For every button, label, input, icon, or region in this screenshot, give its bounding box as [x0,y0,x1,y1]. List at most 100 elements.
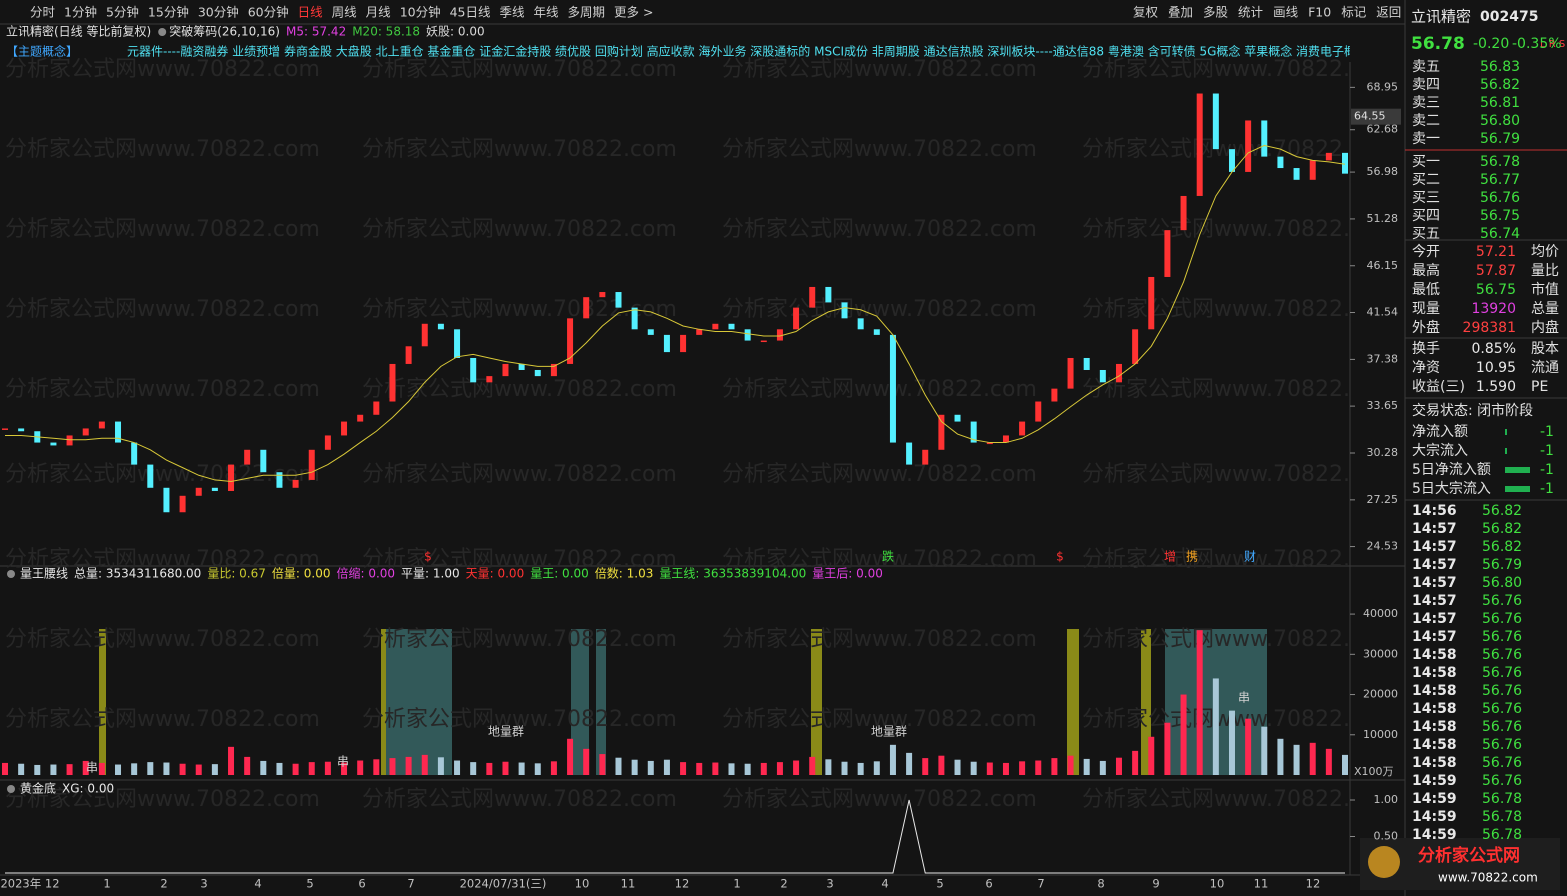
tool-button[interactable]: 统计 [1238,5,1263,20]
flow-bar [1505,486,1530,492]
x-tick-label: 11 [1254,877,1269,891]
period-tab[interactable]: 60分钟 [248,5,289,20]
price-bar [986,442,993,445]
price-bar [1051,388,1058,402]
price-bar [421,323,428,347]
volume-bar [615,757,622,775]
period-tab[interactable]: 年线 [534,5,560,20]
volume-bar [34,764,41,775]
trade-price: 56.79 [1482,557,1522,573]
volume-bar [276,762,283,775]
price-bar [1261,120,1268,157]
trade-time: 14:58 [1412,647,1457,663]
stat-label: 收益(三) [1412,379,1465,395]
x-tick-label: 5 [936,877,943,891]
price-bar [1309,160,1316,180]
trade-price: 56.76 [1482,755,1522,771]
topic-text: 元器件----融资融券 业绩预增 券商金股 大盘股 北上重仓 基金重仓 证金汇金… [127,44,1384,59]
flow-label: 净流入额 [1412,424,1468,440]
watermark: 分析家公式网www.70822.com [5,297,320,322]
corner-flag: L R S [1540,39,1565,50]
period-tab[interactable]: 10分钟 [400,5,441,20]
period-tab[interactable]: 5分钟 [106,5,139,20]
period-tab[interactable]: 周线 [332,5,358,20]
price-bar [906,442,913,465]
watermark: 分析家公式网www.70822.com [5,547,320,572]
price-bar [1164,230,1171,277]
y-tick-label: 46.15 [1367,259,1399,272]
stock-name: 立讯精密 [1411,8,1471,26]
period-tab[interactable]: 季线 [500,5,526,20]
y-tick-label: 62.68 [1367,123,1399,136]
volume-bar [712,762,719,775]
book-label: 卖一 [1412,131,1440,147]
flow-value: -1 [1540,424,1554,440]
price-bar [211,487,218,491]
volume-bar [1342,754,1348,775]
volume-bar [857,762,864,775]
price-bar [760,340,767,343]
stat-label-2: PE [1531,379,1548,395]
period-tab[interactable]: 15分钟 [148,5,189,20]
volume-bar [486,762,493,775]
volume-bar [1115,757,1122,775]
price-bar [179,495,186,513]
volume-bar [163,762,170,775]
y-tick-label: 33.65 [1367,399,1399,412]
period-tab[interactable]: 分时 [30,5,56,20]
x-tick-label: 10 [1210,877,1225,891]
event-tag: 携 [1186,549,1198,564]
period-tab[interactable]: 月线 [366,5,392,20]
tool-button[interactable]: F10 [1308,5,1331,20]
x-tick-label: 5 [306,877,313,891]
header-icon [7,570,15,578]
tool-button[interactable]: 标记 [1341,5,1367,20]
period-tab[interactable]: 45日线 [450,5,491,20]
volume-bar [324,761,331,775]
volume-bar [50,764,57,775]
book-label: 卖三 [1412,95,1440,111]
y-tick-label: 40000 [1363,607,1398,620]
period-tab[interactable]: 30分钟 [198,5,239,20]
y-tick-label: 27.25 [1367,493,1399,506]
tool-button[interactable]: 多股 [1203,5,1229,20]
price-bar [1115,363,1122,383]
price-bar [567,318,574,364]
volume-bar [389,758,396,775]
price-bar [147,464,154,488]
trade-price: 56.76 [1482,593,1522,609]
volume-bar [1067,755,1074,775]
watermark: 分析家公式网www.70822.com [5,377,320,402]
tool-button[interactable]: 画线 [1273,5,1299,20]
period-tab[interactable]: 多周期 [568,5,606,20]
volume-bar [1148,736,1155,775]
stat-label: 外盘 [1412,319,1440,336]
period-tab[interactable]: 1分钟 [64,5,97,20]
volume-bar [922,758,929,775]
tool-button[interactable]: 返回 [1376,5,1401,20]
book-price: 56.75 [1480,208,1520,224]
header-icon [158,28,167,36]
trade-price: 56.76 [1482,737,1522,753]
tool-button[interactable]: 复权 [1133,5,1159,20]
y-tick-label: 1.00 [1374,793,1399,806]
period-tab[interactable]: 更多 > [614,5,653,20]
x-tick-label: 1 [103,877,110,891]
price-bar [631,307,638,330]
flow-bar [1505,467,1530,473]
stat-label-2: 总量 [1531,301,1559,317]
book-price: 56.83 [1480,59,1520,75]
stat-label-2: 市值 [1531,281,1559,298]
price-bar [954,414,961,422]
volume-annotation: 串 [337,755,349,769]
flow-label: 5日净流入额 [1412,462,1491,478]
watermark: 分析家公式网www.70822.com [722,377,1037,402]
volume-bar [357,760,364,775]
trade-time: 14:57 [1412,521,1457,537]
period-tab[interactable]: 日线 [298,5,324,20]
stat-label: 最高 [1412,262,1440,279]
trade-time: 14:58 [1412,755,1457,771]
tool-button[interactable]: 叠加 [1168,5,1193,20]
trade-price: 56.78 [1482,827,1522,843]
stat-value: 1.590 [1476,379,1516,395]
